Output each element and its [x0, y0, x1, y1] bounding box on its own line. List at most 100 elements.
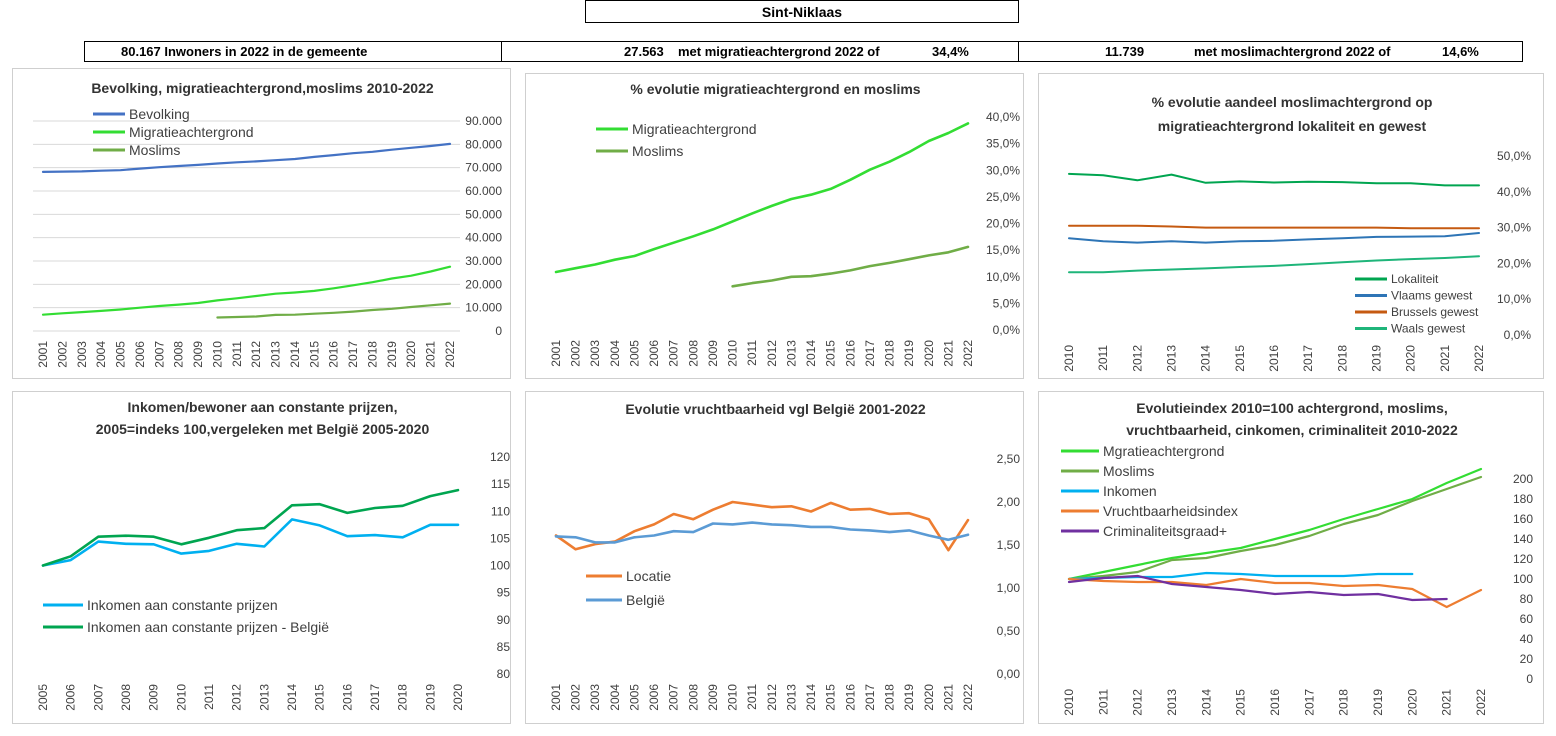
x-tick-label: 2001 — [36, 341, 50, 368]
x-tick-label: 2005 — [627, 340, 641, 367]
data-point-moslims — [410, 306, 412, 308]
x-tick-label: 2021 — [941, 340, 955, 367]
y-tick-label: 0,0% — [993, 323, 1021, 337]
data-point-bevolking — [216, 162, 219, 165]
data-point-locatie — [771, 506, 773, 508]
data-point-brussels-gewest — [1170, 225, 1173, 228]
data-point-locatie — [928, 518, 930, 520]
x-tick-label: 2011 — [745, 684, 759, 710]
stat-migration-pct: 34,4% — [932, 44, 969, 59]
data-point-inkomen-aan-constante-prijzen-belgie — [263, 527, 265, 529]
data-point-bevolking — [197, 164, 199, 166]
x-tick-label: 2001 — [549, 684, 563, 711]
y-tick-label: 85 — [497, 640, 511, 654]
y-tick-label: 110 — [491, 504, 510, 518]
stat-migration-label: met migratieachtergrond 2022 of — [678, 44, 880, 59]
data-point-criminaliteitsgraad — [1308, 591, 1310, 593]
data-point-belgie — [810, 526, 812, 528]
data-point-locatie — [830, 502, 832, 504]
legend-label-brussels-gewest: Brussels gewest — [1391, 305, 1479, 319]
y-tick-label: 0,50 — [997, 624, 1021, 638]
data-point-locatie — [673, 513, 675, 515]
legend-label-moslims: Moslims — [632, 143, 683, 159]
x-tick-label: 2004 — [608, 684, 622, 711]
x-tick-label: 2017 — [1301, 345, 1315, 372]
legend-label-inkomen-aan-constante-prijzen: Inkomen aan constante prijzen — [87, 597, 278, 613]
x-tick-label: 2006 — [647, 340, 661, 367]
data-point-inkomen-aan-constante-prijzen — [457, 524, 459, 526]
chart-panel-index: Evolutieindex 2010=100 achtergrond, mosl… — [1038, 391, 1544, 724]
data-point-vlaams-gewest — [1068, 237, 1070, 239]
x-tick-label: 2020 — [404, 341, 418, 368]
data-point-vruchtbaarheidsindex — [1240, 578, 1242, 580]
data-point-moslims — [928, 254, 930, 257]
x-tick-label: 2013 — [784, 684, 798, 711]
legend-label-inkomen: Inkomen — [1103, 483, 1157, 499]
data-point-moslims — [947, 251, 949, 253]
data-point-bevolking — [274, 159, 277, 161]
x-tick-label: 2006 — [133, 341, 147, 368]
data-point-inkomen-aan-constante-prijzen — [429, 524, 431, 526]
series-line-waals-gewest — [1068, 255, 1480, 274]
data-point-waals-gewest — [1205, 267, 1207, 270]
data-point-lokaliteit — [1410, 182, 1412, 184]
chart-panel-income: Inkomen/bewoner aan constante prijzen, 20… — [12, 391, 511, 724]
y-tick-label: 200 — [1513, 472, 1533, 486]
y-tick-label: 0 — [1526, 672, 1533, 686]
data-point-migratieachtergrond — [888, 161, 891, 163]
data-point-migratieachtergrond — [333, 287, 335, 289]
data-point-locatie — [888, 513, 891, 515]
x-tick-label: 2019 — [1370, 345, 1384, 372]
data-point-moslims — [1102, 575, 1104, 577]
x-tick-label: 2022 — [1472, 345, 1486, 372]
x-tick-label: 2010 — [726, 684, 740, 711]
data-point-inkomen-aan-constante-prijzen-belgie — [374, 507, 376, 509]
data-point-bevolking — [158, 166, 160, 168]
data-point-moslims — [449, 303, 451, 305]
data-point-lokaliteit — [1170, 174, 1173, 176]
chart-title: Evolutieindex 2010=100 achtergrond, mosl… — [1136, 400, 1448, 416]
y-tick-label: 60 — [1520, 612, 1534, 626]
data-point-bevolking — [430, 145, 432, 147]
data-point-lokaliteit — [1102, 174, 1104, 176]
x-tick-label: 2007 — [91, 684, 105, 711]
data-point-lokaliteit — [1068, 173, 1070, 175]
data-point-vlaams-gewest — [1444, 235, 1446, 237]
x-tick-label: 2014 — [804, 340, 818, 367]
data-point-inkomen — [1274, 575, 1276, 577]
x-tick-label: 2018 — [883, 340, 897, 367]
data-point-inkomen-aan-constante-prijzen — [97, 541, 99, 543]
legend-label-moslims: Moslims — [129, 142, 180, 158]
data-point-moslims — [1274, 544, 1276, 546]
x-tick-label: 2020 — [922, 684, 936, 711]
data-point-belgie — [888, 531, 891, 533]
data-point-migratieachtergrond — [810, 194, 812, 196]
data-point-brussels-gewest — [1444, 227, 1446, 229]
data-point-moslims — [294, 314, 296, 316]
data-point-migratieachtergrond — [449, 266, 451, 268]
x-tick-label: 2014 — [288, 341, 302, 368]
data-point-inkomen — [1377, 573, 1379, 575]
data-point-inkomen-aan-constante-prijzen — [319, 524, 321, 526]
data-point-migratieachtergrond — [830, 188, 832, 190]
data-point-inkomen-aan-constante-prijzen — [291, 518, 293, 520]
x-tick-label: 2015 — [824, 340, 838, 367]
data-point-bevolking — [449, 143, 451, 145]
x-tick-label: 2021 — [1438, 345, 1452, 372]
x-tick-label: 2010 — [1062, 689, 1076, 716]
data-point-criminaliteitsgraad — [1137, 575, 1139, 577]
data-point-migratieachtergrond — [790, 198, 793, 200]
data-point-waals-gewest — [1136, 269, 1138, 272]
y-tick-label: 180 — [1513, 492, 1533, 506]
y-tick-label: 80.000 — [465, 137, 502, 151]
data-point-bevolking — [81, 170, 83, 172]
data-point-belgie — [849, 528, 851, 531]
data-point-migratieachtergrond — [947, 132, 949, 134]
stat-population: 80.167 Inwoners in 2022 in de gemeente — [121, 44, 368, 59]
x-tick-label: 2012 — [765, 684, 779, 711]
data-point-migratieachtergrond — [692, 235, 694, 237]
data-point-vlaams-gewest — [1170, 240, 1173, 242]
data-point-migratieachtergrond — [967, 122, 969, 124]
x-tick-label: 2019 — [1371, 689, 1385, 716]
data-point-migratieachtergrond — [594, 263, 596, 266]
